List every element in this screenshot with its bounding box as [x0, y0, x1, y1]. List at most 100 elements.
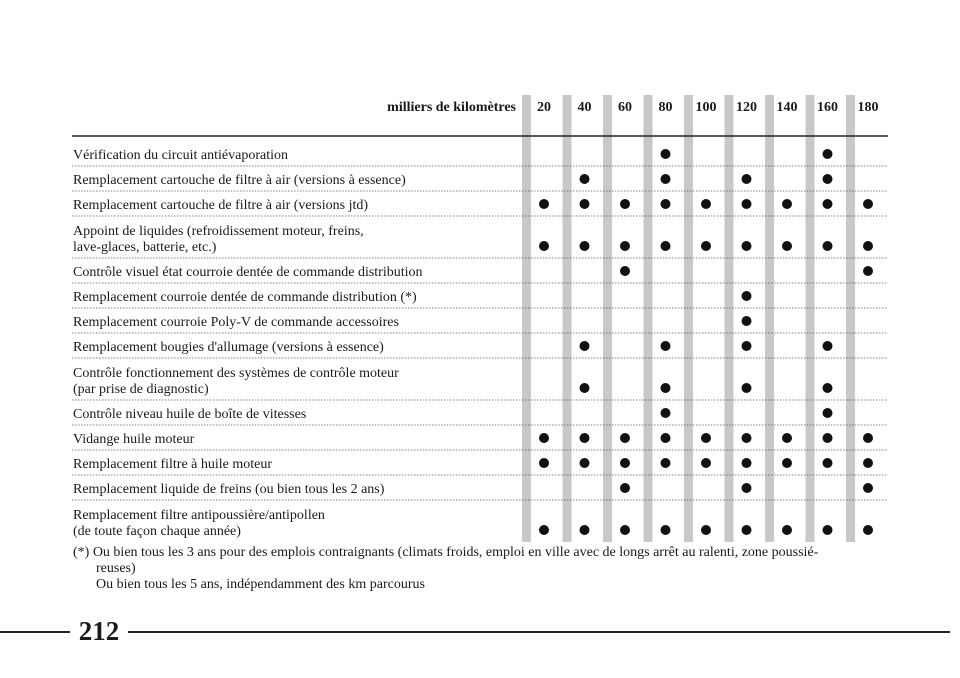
interval-dot [620, 199, 630, 209]
interval-dot [741, 316, 752, 326]
interval-dot [782, 458, 792, 468]
interval-dot [539, 458, 549, 468]
column-header: 160 [817, 100, 838, 115]
column-stripe [643, 95, 653, 542]
footnote: (*) Ou bien tous les 3 ans pour des empl… [73, 545, 819, 560]
interval-dot [579, 383, 590, 393]
row-label: Remplacement bougies d'allumage (version… [73, 340, 384, 355]
row-label: (de toute façon chaque année) [73, 524, 241, 539]
interval-dot [822, 458, 833, 468]
interval-dot [660, 408, 671, 418]
column-stripe [846, 95, 855, 542]
interval-dot [579, 458, 590, 468]
column-stripe [562, 95, 572, 542]
row-label: Remplacement courroie dentée de commande… [73, 290, 417, 305]
interval-dot [741, 241, 752, 251]
interval-dot [660, 525, 671, 535]
interval-dot [660, 174, 671, 184]
interval-dot [782, 241, 792, 251]
interval-dot [822, 174, 833, 184]
interval-dot [741, 291, 752, 301]
interval-dot [863, 199, 873, 209]
interval-dot [660, 341, 671, 351]
interval-dot [701, 241, 711, 251]
column-header: 100 [696, 100, 717, 115]
interval-dot [539, 199, 549, 209]
column-stripe [603, 95, 612, 542]
interval-dot [660, 383, 671, 393]
footnote: Ou bien tous les 5 ans, indépendamment d… [96, 577, 425, 592]
column-stripe [765, 95, 774, 542]
interval-dot [741, 483, 752, 493]
row-label: Remplacement cartouche de filtre à air (… [73, 198, 368, 213]
row-label: Remplacement cartouche de filtre à air (… [73, 173, 406, 188]
interval-dot [579, 174, 590, 184]
column-header: 40 [578, 100, 592, 115]
column-header: 20 [537, 100, 551, 115]
column-stripe [805, 95, 815, 542]
interval-dot [741, 341, 752, 351]
interval-dot [741, 383, 752, 393]
row-label: Remplacement liquide de freins (ou bien … [73, 482, 385, 497]
row-label: Remplacement filtre à huile moteur [73, 457, 272, 472]
interval-dot [741, 458, 752, 468]
column-header: 120 [736, 100, 757, 115]
interval-dot [701, 525, 711, 535]
interval-dot [660, 433, 671, 443]
interval-dot [620, 525, 630, 535]
interval-dot [822, 525, 833, 535]
interval-dot [701, 199, 711, 209]
interval-dot [741, 174, 752, 184]
interval-dot [822, 199, 833, 209]
interval-dot [579, 341, 590, 351]
interval-dot [741, 433, 752, 443]
header-label: milliers de kilomètres [387, 100, 516, 115]
interval-dot [579, 433, 590, 443]
interval-dot [660, 241, 671, 251]
column-header: 180 [858, 100, 879, 115]
interval-dot [620, 483, 630, 493]
row-label: Remplacement filtre antipoussière/antipo… [73, 508, 325, 523]
interval-dot [620, 266, 630, 276]
interval-dot [822, 383, 833, 393]
column-stripe [522, 95, 531, 542]
interval-dot [701, 433, 711, 443]
interval-dot [822, 408, 833, 418]
row-label: (par prise de diagnostic) [73, 382, 209, 397]
interval-dot [539, 241, 549, 251]
interval-dot [579, 199, 590, 209]
column-header: 60 [618, 100, 632, 115]
interval-dot [539, 433, 549, 443]
interval-dot [579, 525, 590, 535]
interval-dot [701, 458, 711, 468]
interval-dot [660, 458, 671, 468]
row-label: Vérification du circuit antiévaporation [73, 148, 288, 163]
interval-dot [822, 149, 833, 159]
interval-dot [620, 241, 630, 251]
interval-dot [782, 433, 792, 443]
interval-dot [660, 149, 671, 159]
column-stripe [684, 95, 693, 542]
row-label: Vidange huile moteur [73, 432, 195, 447]
interval-dot [863, 458, 873, 468]
interval-dot [863, 433, 873, 443]
interval-dot [539, 525, 549, 535]
interval-dot [863, 241, 873, 251]
row-label: Contrôle fonctionnement des systèmes de … [73, 366, 399, 381]
interval-dot [660, 199, 671, 209]
interval-dot [822, 433, 833, 443]
interval-dot [822, 341, 833, 351]
interval-dot [741, 199, 752, 209]
interval-dot [863, 525, 873, 535]
interval-dot [863, 266, 873, 276]
interval-dot [620, 458, 630, 468]
interval-dot [741, 525, 752, 535]
interval-dot [863, 483, 873, 493]
page-number: 212 [79, 616, 120, 646]
row-label: Contrôle visuel état courroie dentée de … [73, 265, 423, 280]
row-label: Contrôle niveau huile de boîte de vitess… [73, 407, 306, 422]
column-header: 80 [659, 100, 673, 115]
row-label: Appoint de liquides (refroidissement mot… [73, 224, 364, 239]
